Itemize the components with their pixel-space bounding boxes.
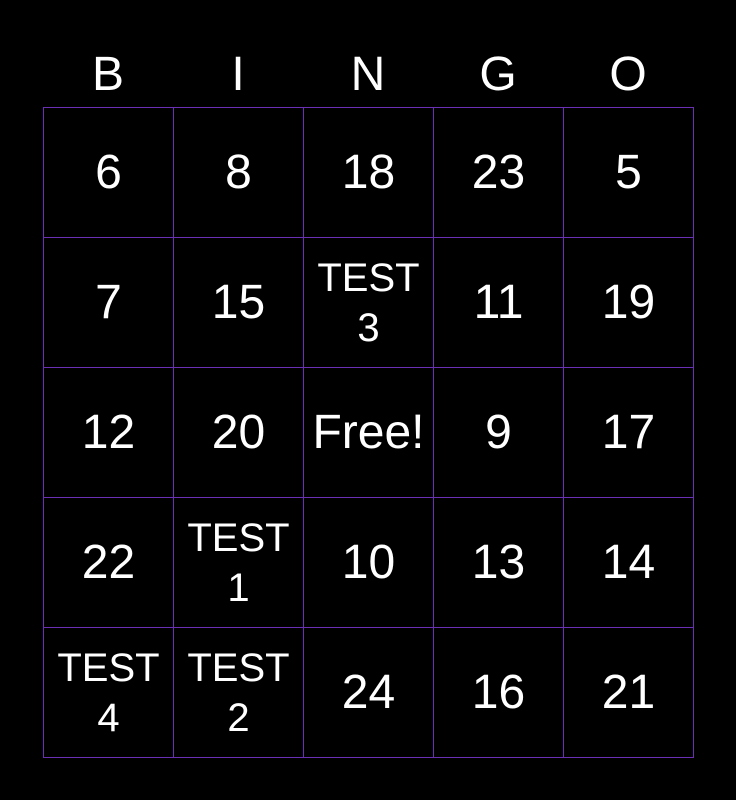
bingo-cell[interactable]: 13 [434,498,564,628]
bingo-cell[interactable]: 24 [304,628,434,758]
bingo-cell[interactable]: TEST 4 [44,628,174,758]
header-letter-b: B [91,48,124,101]
bingo-cell[interactable]: 6 [44,108,174,238]
bingo-cell[interactable]: 23 [434,108,564,238]
bingo-cell[interactable]: 5 [564,108,694,238]
bingo-cell[interactable]: 9 [434,368,564,498]
bingo-cell[interactable]: 11 [434,238,564,368]
bingo-cell[interactable]: 17 [564,368,694,498]
bingo-grid: 6 8 18 23 5 7 15 TEST 3 11 19 12 20 Free! 9 17 22 TEST 1… [43,107,694,758]
header-letter-o: O [609,48,647,101]
bingo-cell[interactable]: 19 [564,238,694,368]
bingo-cell[interactable]: TEST 1 [174,498,304,628]
header-letter-i: I [231,48,245,101]
bingo-cell[interactable]: 20 [174,368,304,498]
bingo-cell[interactable]: 21 [564,628,694,758]
bingo-cell[interactable]: 15 [174,238,304,368]
bingo-cell[interactable]: 8 [174,108,304,238]
bingo-cell[interactable]: TEST 3 [304,238,434,368]
bingo-cell[interactable]: 12 [44,368,174,498]
bingo-cell[interactable]: 14 [564,498,694,628]
bingo-cell[interactable]: 10 [304,498,434,628]
bingo-cell[interactable]: 7 [44,238,174,368]
header-letter-g: G [479,48,517,101]
bingo-cell[interactable]: 22 [44,498,174,628]
header-letter-n: N [350,48,386,101]
bingo-cell[interactable]: TEST 2 [174,628,304,758]
bingo-cell[interactable]: 16 [434,628,564,758]
free-space-cell[interactable]: Free! [304,368,434,498]
bingo-cell[interactable]: 18 [304,108,434,238]
